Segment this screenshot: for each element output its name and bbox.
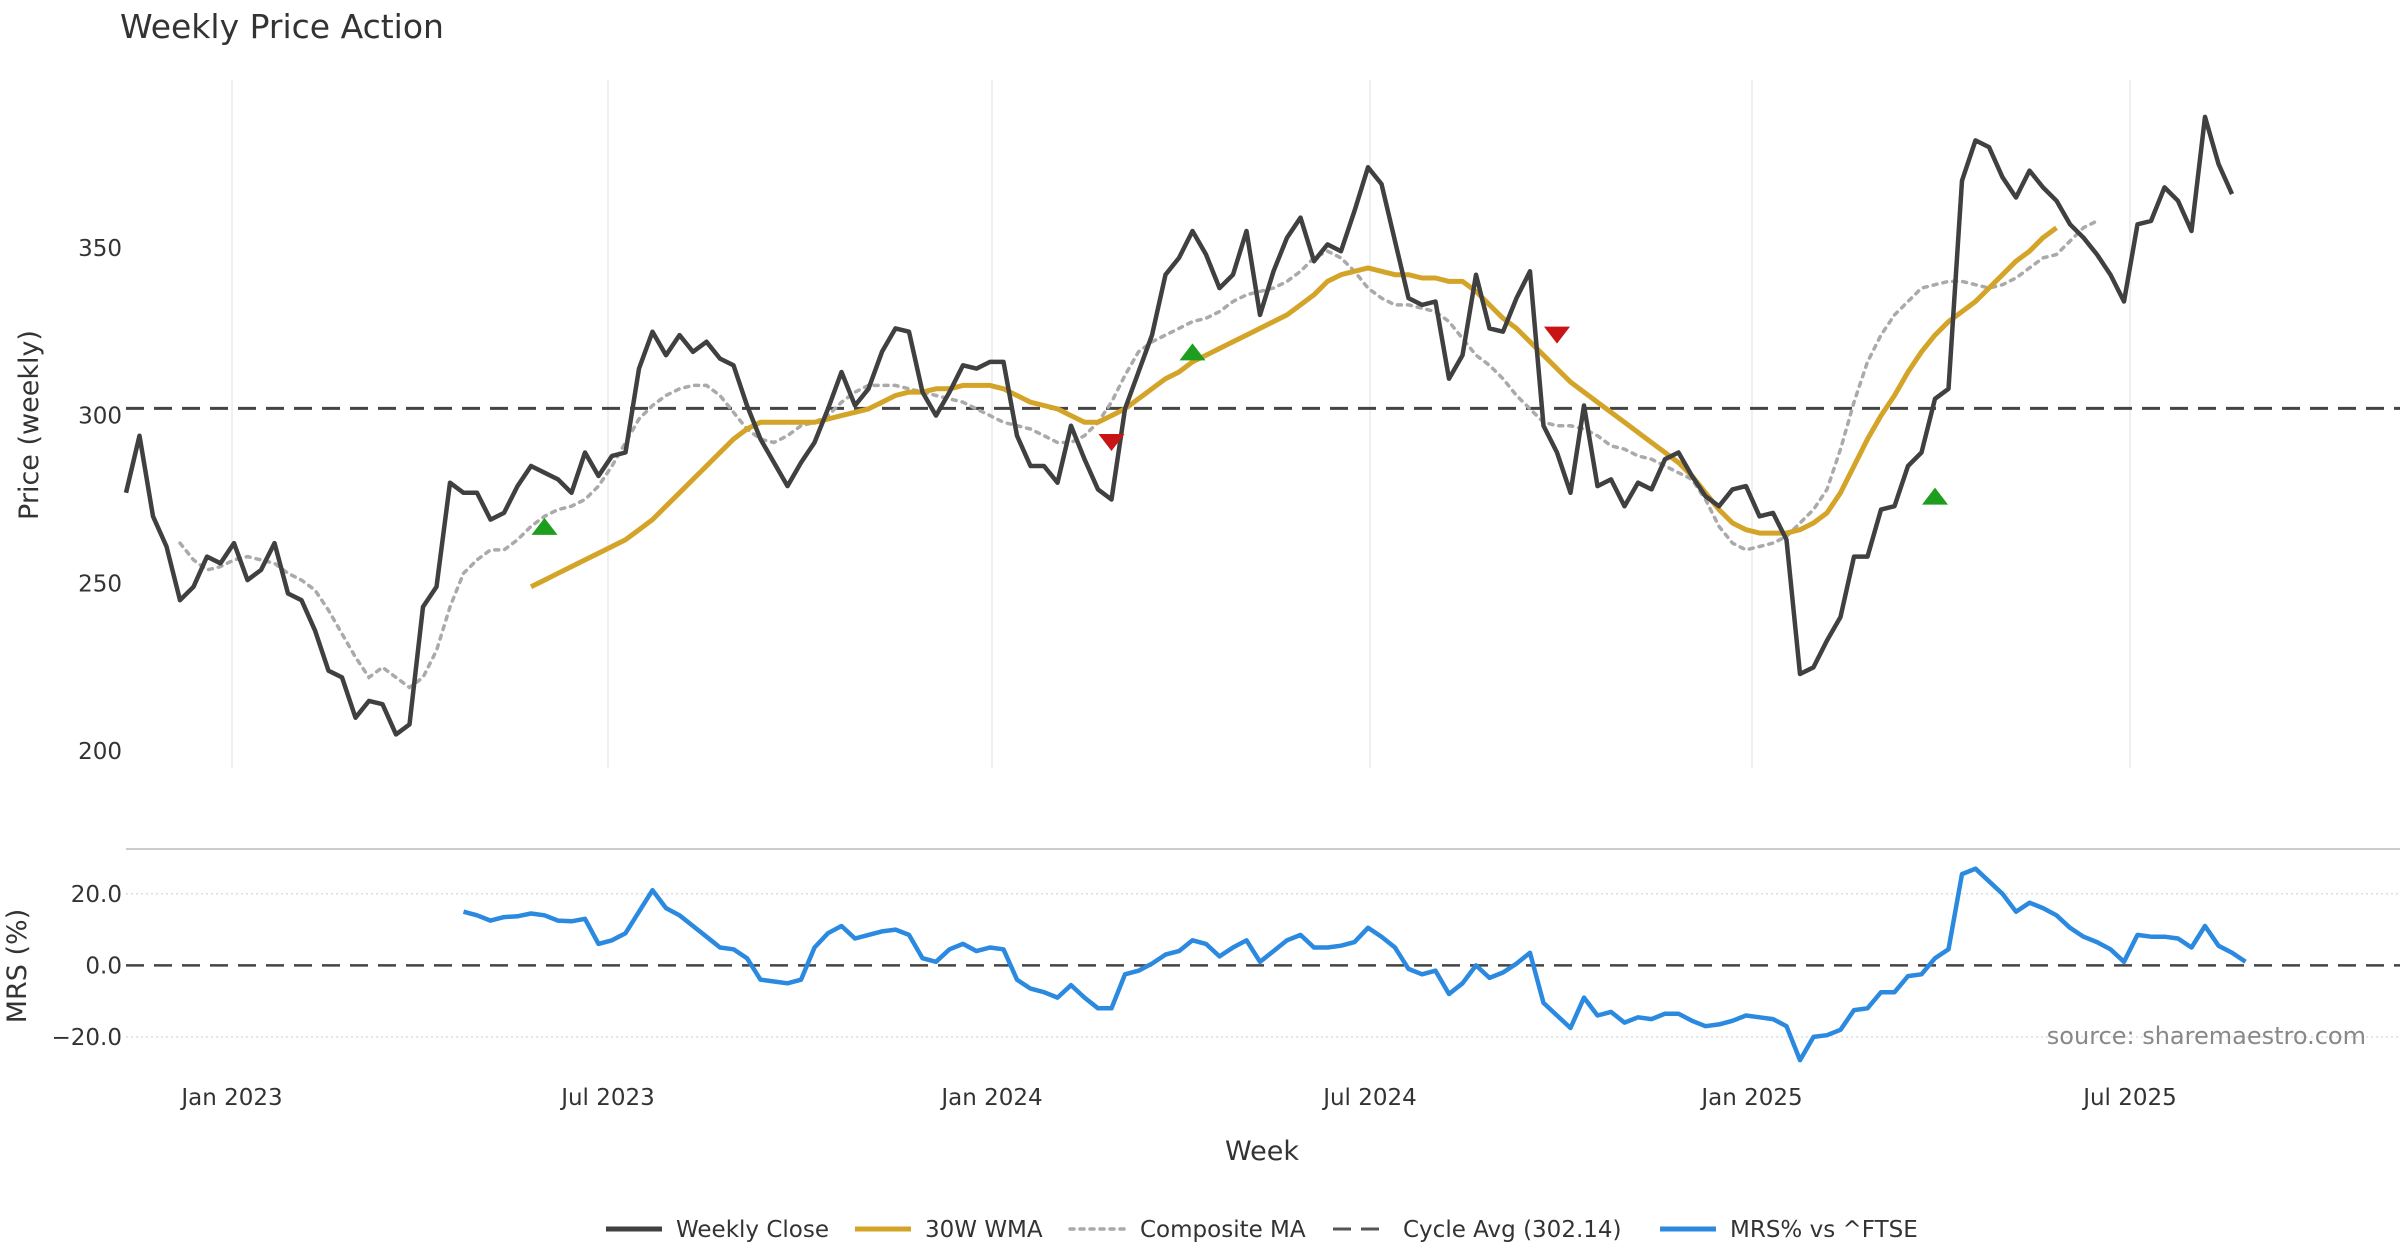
price-panel: 200 250 300 350 Price (weekly)	[14, 80, 2400, 768]
x-tick-0: Jan 2023	[179, 1085, 282, 1111]
mrs-y-tick-0: 20.0	[71, 882, 122, 908]
x-ticks: Jan 2023 Jul 2023 Jan 2024 Jul 2024 Jan 2025…	[179, 1085, 2176, 1111]
legend: Weekly Close 30W WMA Composite MA Cycle Avg…	[606, 1217, 1918, 1243]
x-tick-2: Jan 2024	[939, 1085, 1042, 1111]
source-note: source: sharemaestro.com	[2047, 1022, 2366, 1050]
chart-title: Weekly Price Action	[120, 7, 444, 46]
mrs-y-tick-2: −20.0	[52, 1025, 122, 1051]
x-tick-5: Jul 2025	[2081, 1085, 2177, 1111]
price-y-tick-200: 200	[78, 739, 122, 765]
signal-markers	[531, 326, 1948, 535]
sell-signal-marker-1	[1098, 433, 1125, 451]
x-tick-4: Jan 2025	[1699, 1085, 1802, 1111]
mrs-axis-title: MRS (%)	[2, 909, 33, 1024]
legend-label-1: 30W WMA	[925, 1217, 1043, 1243]
price-y-tick-300: 300	[78, 404, 122, 430]
buy-signal-marker-2	[1179, 343, 1206, 361]
x-axis-title: Week	[1225, 1136, 1299, 1167]
composite-ma-line	[178, 219, 2099, 690]
price-axis-title: Price (weekly)	[14, 330, 45, 520]
price-y-tick-250: 250	[78, 571, 122, 597]
mrs-y-ticks: 20.0 0.0 −20.0	[52, 882, 122, 1051]
weekly-close-line	[123, 114, 2235, 737]
mrs-y-tick-1: 0.0	[85, 953, 122, 979]
mrs-line	[462, 866, 2247, 1063]
x-tick-1: Jul 2023	[559, 1085, 655, 1111]
price-grid	[231, 80, 2131, 768]
x-tick-3: Jul 2024	[1321, 1085, 1417, 1111]
buy-signal-marker-4	[1922, 487, 1948, 505]
legend-label-3: Cycle Avg (302.14)	[1403, 1217, 1622, 1243]
buy-signal-marker-0	[531, 517, 558, 535]
sell-signal-marker-3	[1544, 326, 1570, 344]
legend-label-2: Composite MA	[1140, 1217, 1306, 1243]
price-y-tick-350: 350	[78, 236, 122, 262]
mrs-grid	[126, 893, 2400, 1038]
wma-30w-line	[529, 225, 2058, 590]
price-y-ticks: 200 250 300 350	[78, 236, 122, 765]
mrs-panel: 20.0 0.0 −20.0 MRS (%) source: sharemaestr…	[2, 866, 2400, 1063]
legend-label-4: MRS% vs ^FTSE	[1730, 1217, 1918, 1243]
legend-label-0: Weekly Close	[676, 1217, 829, 1243]
